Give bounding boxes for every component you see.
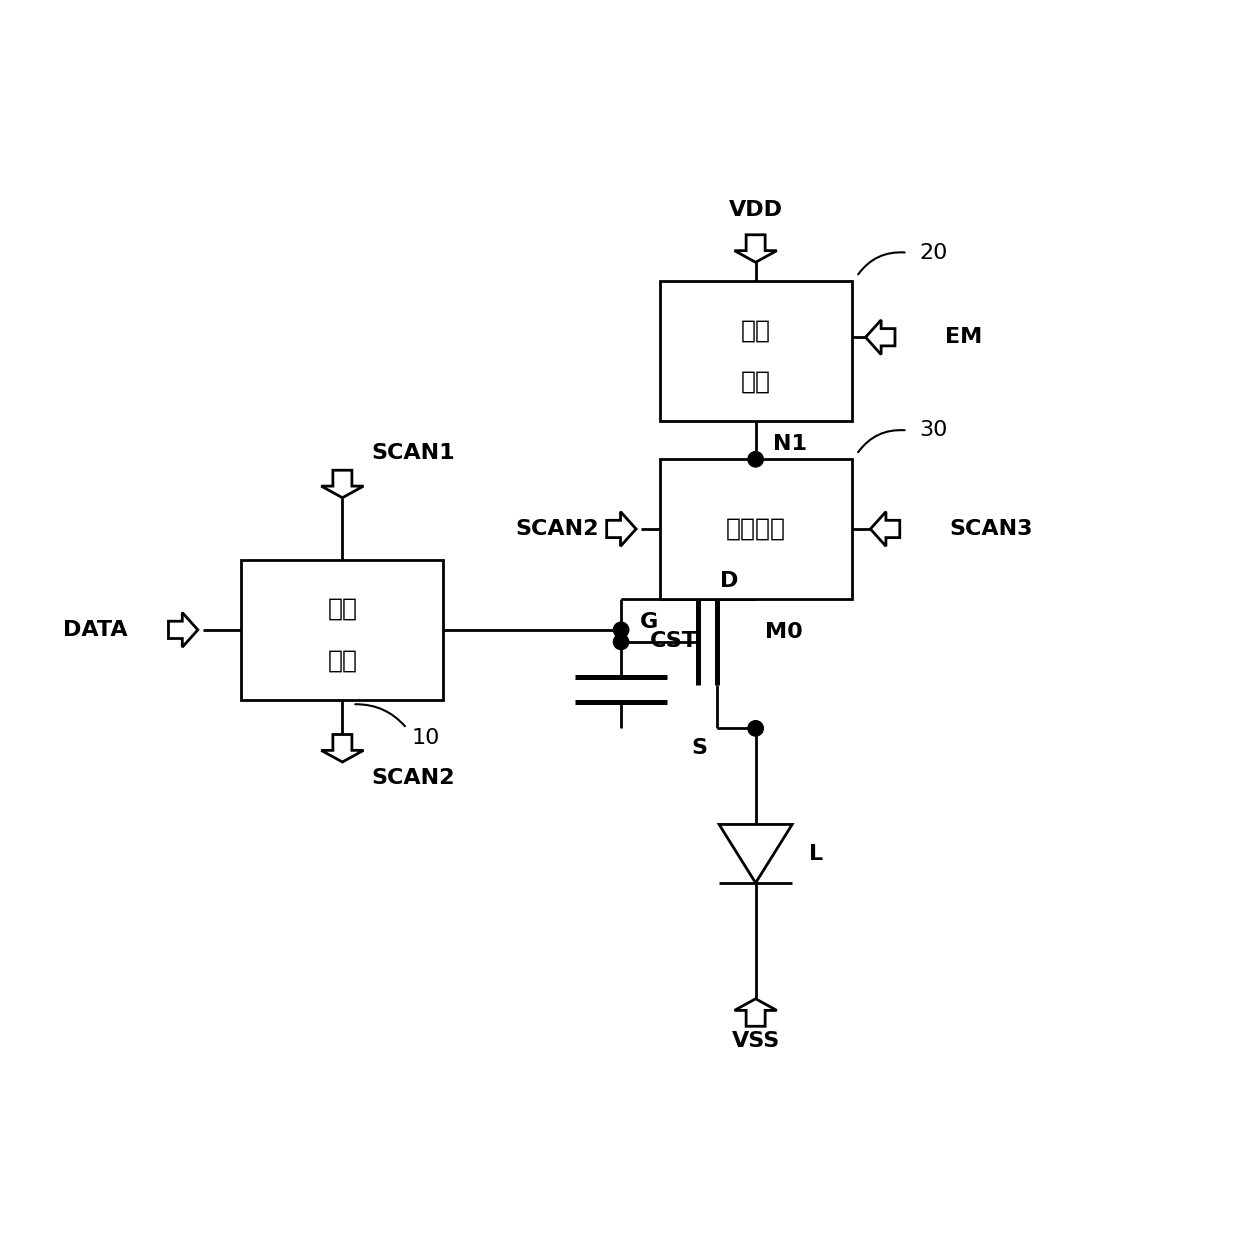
Text: 20: 20 — [919, 243, 947, 263]
Bar — [660, 282, 852, 421]
Polygon shape — [734, 235, 776, 262]
Text: 电路: 电路 — [740, 369, 770, 394]
Text: SCAN2: SCAN2 — [371, 767, 455, 788]
Text: M0: M0 — [765, 622, 804, 642]
Text: D: D — [720, 571, 738, 591]
Polygon shape — [866, 321, 895, 354]
Polygon shape — [169, 612, 198, 647]
Text: SCAN3: SCAN3 — [950, 518, 1033, 538]
Polygon shape — [719, 825, 792, 883]
Text: 数据: 数据 — [327, 597, 357, 621]
Text: DATA: DATA — [63, 620, 128, 640]
Text: 电压: 电压 — [740, 318, 770, 342]
Polygon shape — [321, 735, 363, 762]
Text: VDD: VDD — [729, 200, 782, 220]
Circle shape — [748, 452, 764, 467]
Circle shape — [614, 622, 629, 637]
Bar — [242, 560, 444, 700]
Text: VSS: VSS — [732, 1032, 780, 1052]
Polygon shape — [734, 999, 776, 1027]
Polygon shape — [606, 512, 636, 546]
Bar — [660, 459, 852, 598]
Circle shape — [748, 721, 764, 736]
Text: CST: CST — [650, 631, 698, 651]
Text: N1: N1 — [773, 433, 807, 453]
Circle shape — [614, 635, 629, 650]
Polygon shape — [321, 471, 363, 498]
Text: G: G — [640, 612, 658, 632]
Text: L: L — [810, 844, 823, 864]
Text: EM: EM — [945, 327, 982, 347]
Polygon shape — [870, 512, 900, 546]
Text: SCAN2: SCAN2 — [516, 518, 599, 538]
Text: 电路: 电路 — [327, 649, 357, 672]
Text: S: S — [692, 737, 708, 757]
Text: 控制电路: 控制电路 — [725, 517, 786, 541]
Text: SCAN1: SCAN1 — [371, 442, 455, 462]
Text: 10: 10 — [412, 727, 440, 747]
Text: 30: 30 — [919, 421, 947, 441]
